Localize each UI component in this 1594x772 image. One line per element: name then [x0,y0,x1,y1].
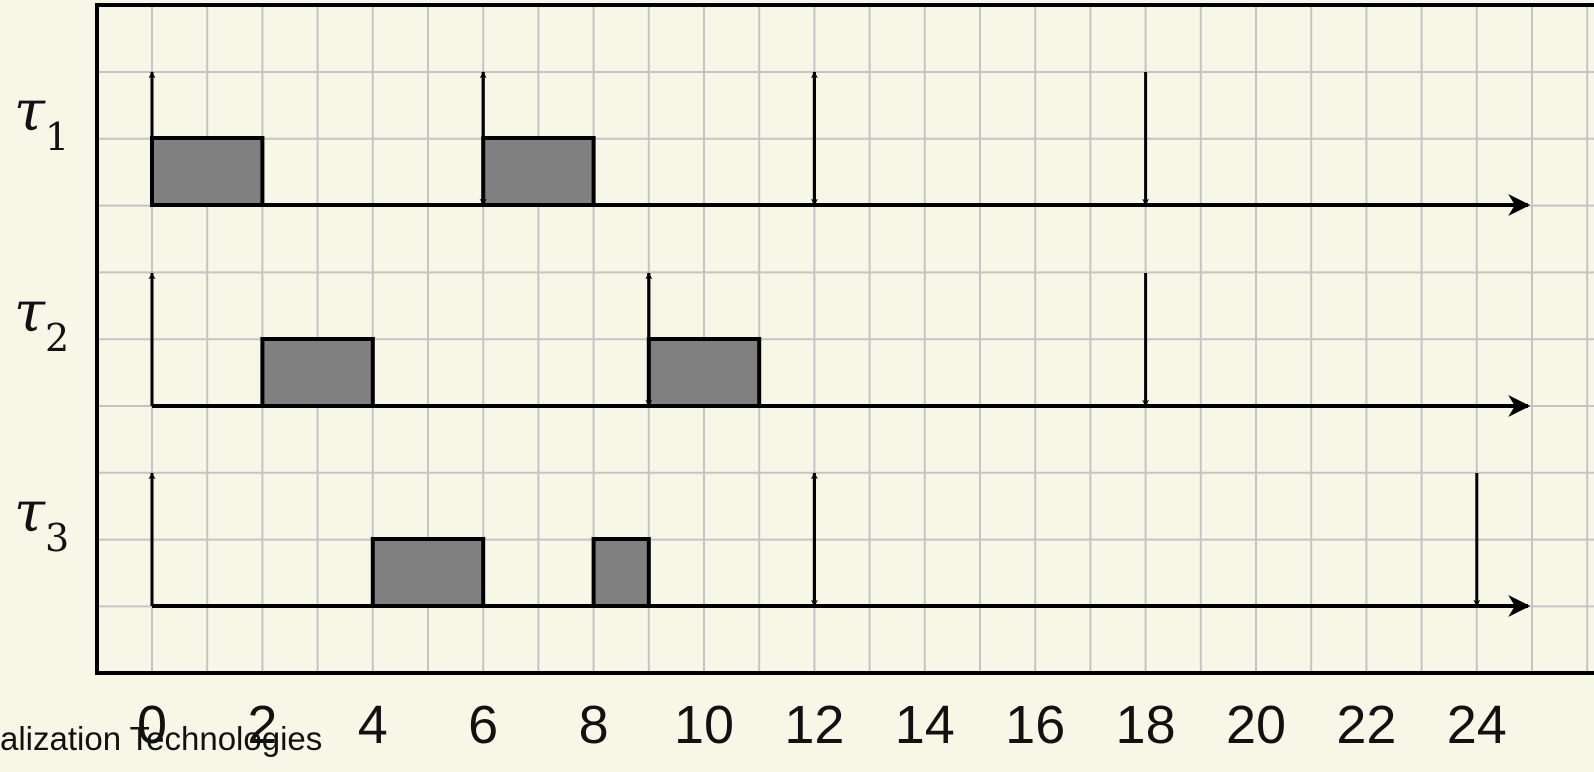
task-row: τ3 [14,472,1531,617]
x-tick-label: 22 [1336,695,1396,755]
execution-block [481,136,596,207]
x-tick-labels: 0 2 4 6 8 10 12 14 16 18 20 22 24 [137,695,1507,755]
task-label: τ1 [14,79,69,159]
execution-block [150,136,265,207]
execution-block [646,337,762,408]
task-row: τ1 [14,71,1531,216]
execution-block [370,537,486,608]
x-tick-label: 2 [247,695,277,755]
x-tick-label: 0 [137,695,167,755]
task-label-subscript: 3 [45,516,69,560]
plot-frame [95,3,1594,675]
x-tick-label: 24 [1447,695,1507,755]
task-label-subscript: 1 [45,115,69,159]
x-tick-label: 20 [1226,695,1286,755]
x-tick-label: 10 [674,695,734,755]
task-label-subscript: 2 [45,316,69,360]
execution-block [591,537,651,608]
x-tick-label: 14 [895,695,955,755]
x-tick-label: 16 [1005,695,1065,755]
x-tick-label: 12 [784,695,844,755]
execution-block [260,337,375,408]
grid [97,5,1594,673]
x-tick-label: 18 [1116,695,1176,755]
x-tick-label: 8 [579,695,609,755]
task-label: τ2 [14,280,69,360]
task-label: τ3 [14,480,69,560]
footer-text: alization Technologies [0,720,323,757]
x-tick-label: 6 [468,695,498,755]
x-tick-label: 4 [358,695,388,755]
